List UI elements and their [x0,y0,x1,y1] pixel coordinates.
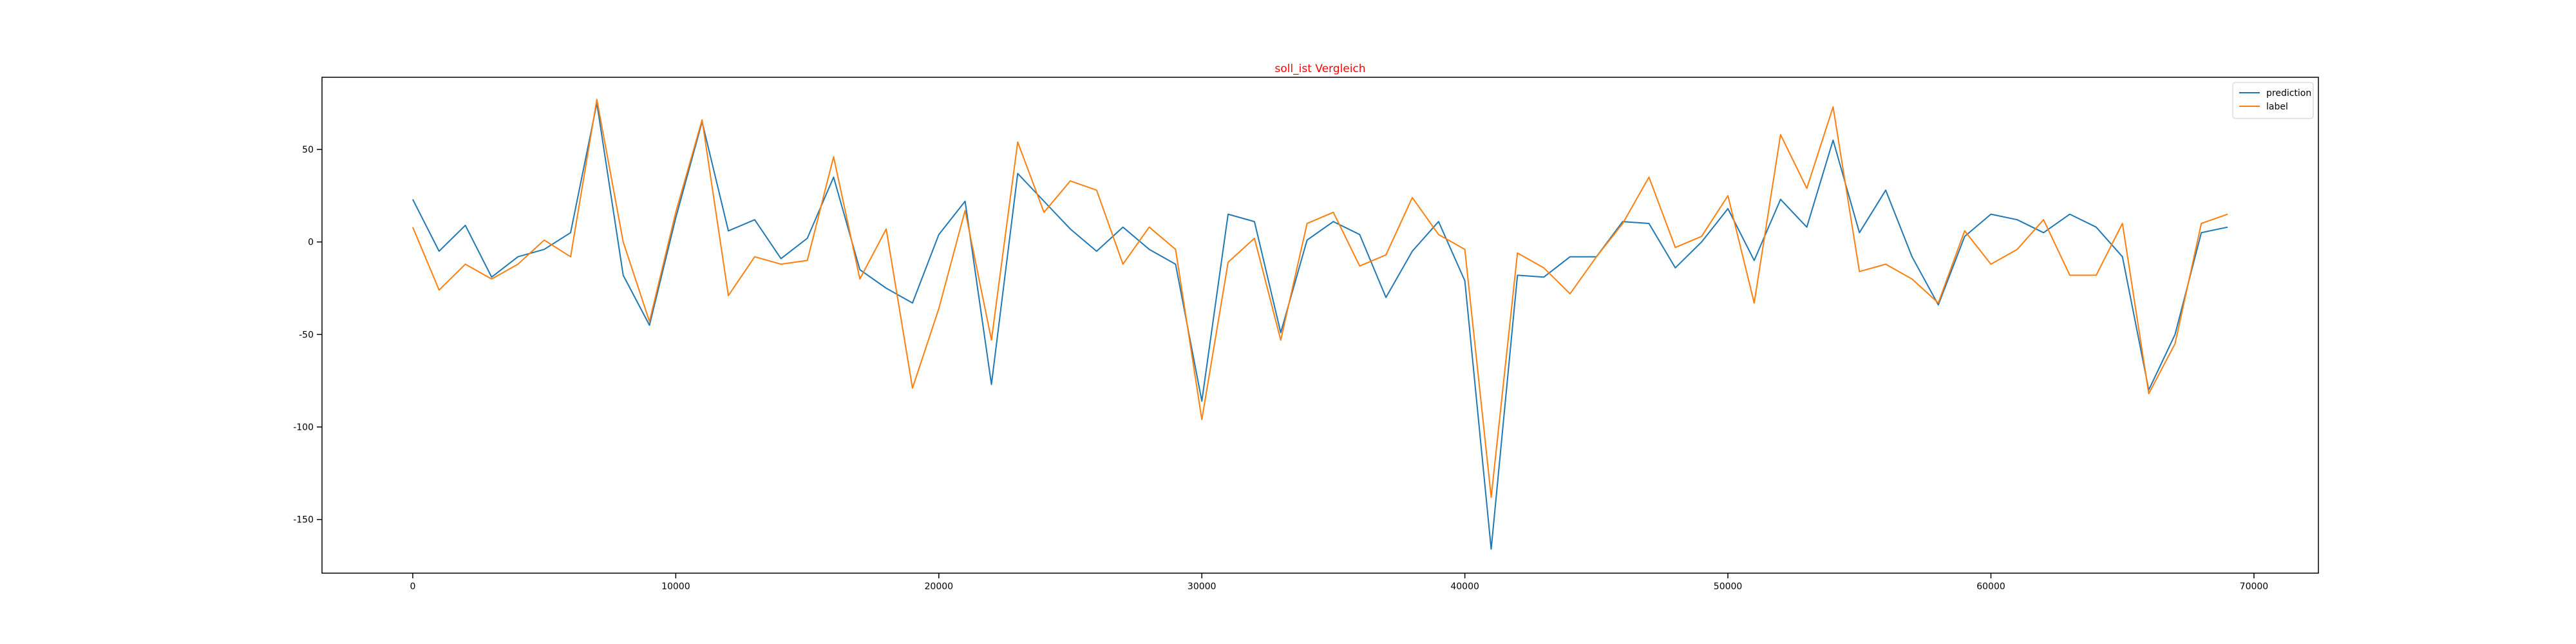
x-tick-label: 60000 [1976,582,2005,592]
chart-title: soll_ist Vergleich [1274,62,1365,75]
series-line-label [412,99,2228,498]
legend-box [2232,82,2314,119]
legend: prediction label [2232,82,2314,119]
y-tick-label: 50 [302,145,314,155]
plot-area [322,77,2318,573]
y-tick-label: -50 [299,330,314,340]
x-tick-label: 0 [410,582,415,592]
axes-frame [321,77,2319,574]
legend-label-label: label [2266,102,2288,112]
series-layer [412,99,2228,550]
y-tick-label: -150 [293,515,314,526]
legend-label-prediction: prediction [2266,88,2311,99]
y-tick-label: -100 [293,422,314,433]
plot-background [322,77,2318,573]
x-tick-label: 70000 [2240,582,2269,592]
axes-layer: 0 10000 20000 30000 40000 50000 60000 70000 -150… [293,77,2319,592]
x-tick-label: 50000 [1714,582,1743,592]
x-tick-label: 10000 [661,582,690,592]
x-tick-label: 40000 [1450,582,1479,592]
series-line-prediction [412,102,2228,550]
x-tick-label: 20000 [925,582,954,592]
y-tick-label: 0 [308,238,314,248]
x-tick-label: 30000 [1188,582,1217,592]
